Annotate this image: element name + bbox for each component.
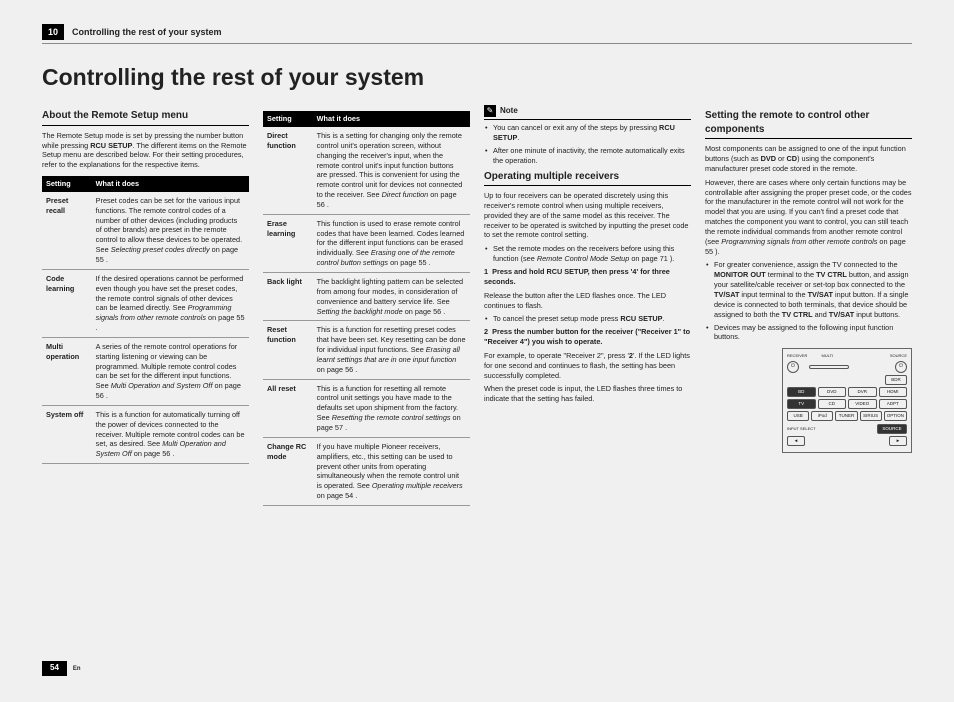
remote-btn: TV [787,399,816,409]
step-2: 2 Press the number button for the receiv… [484,327,691,347]
setting-desc: This is a function for resetting preset … [313,321,470,379]
remote-btn: ◄ [787,436,805,446]
remote-btn: CD [818,399,847,409]
setting-name: System off [42,405,92,463]
remote-label-multi: MULTI [821,353,833,358]
col4-bullets: For greater convenience, assign the TV c… [705,260,912,342]
list-item: You can cancel or exit any of the steps … [484,123,691,143]
page-footer: 54 En [42,661,81,676]
remote-btn-source: SOURCE [877,424,907,434]
settings-table-1: SettingWhat it does Preset recallPreset … [42,176,249,464]
th-setting: Setting [42,176,92,192]
p1: Most components can be assigned to one o… [705,144,912,174]
th-desc: What it does [313,111,470,127]
remote-btn: VIDEO [848,399,877,409]
page-title: Controlling the rest of your system [42,62,912,93]
remote-label-receiver: RECEIVER [787,353,807,358]
th-desc: What it does [92,176,249,192]
remote-btn: ► [889,436,907,446]
remote-btn: USB [787,411,809,421]
settings-table-2: SettingWhat it does Direct functionThis … [263,111,470,506]
multi-prereq: Set the remote modes on the receivers be… [484,244,691,264]
remote-btn [809,365,849,369]
setting-desc: This function is used to erase remote co… [313,214,470,272]
table-row: Preset recallPreset codes can be set for… [42,192,249,269]
section-multiple-receivers: Operating multiple receivers [484,170,691,187]
list-item: After one minute of inactivity, the remo… [484,146,691,166]
remote-diagram: RECEIVER MULTI SOURCE ⏻ ⏻ BDR BDDVDDVRHD… [782,348,912,453]
table-row: System offThis is a function for automat… [42,405,249,463]
section-about-remote: About the Remote Setup menu [42,109,249,126]
page-number: 54 [42,661,67,676]
remote-btn: BD [787,387,816,397]
setting-name: Multi operation [42,337,92,405]
column-2: SettingWhat it does Direct functionThis … [263,105,470,506]
column-3: ✎ Note You can cancel or exit any of the… [484,105,691,506]
remote-label-source: SOURCE [890,353,907,358]
chapter-title: Controlling the rest of your system [72,26,222,38]
table-row: Code learningIf the desired operations c… [42,269,249,337]
setting-name: Preset recall [42,192,92,269]
setting-desc: The backlight lighting pattern can be se… [313,273,470,321]
setting-desc: If the desired operations cannot be perf… [92,269,249,337]
table-row: Change RC modeIf you have multiple Pione… [263,437,470,505]
setting-name: Change RC mode [263,437,313,505]
setting-name: Back light [263,273,313,321]
setting-desc: If you have multiple Pioneer receivers, … [313,437,470,505]
setting-desc: A series of the remote control operation… [92,337,249,405]
step-1: 1 Press and hold RCU SETUP, then press '… [484,267,691,287]
setting-name: Direct function [263,127,313,214]
step-2-text: For example, to operate "Receiver 2", pr… [484,351,691,381]
about-intro: The Remote Setup mode is set by pressing… [42,131,249,170]
table-row: Reset functionThis is a function for res… [263,321,470,379]
remote-btn: OPTION [884,411,907,421]
remote-btn: TUNER [835,411,857,421]
step-1-text: Release the button after the LED flashes… [484,291,691,311]
remote-btn: iPod [811,411,833,421]
chapter-header: 10 Controlling the rest of your system [42,24,912,44]
remote-btn: SIRIUS [860,411,882,421]
section-setting-remote: Setting the remote to control other comp… [705,109,912,139]
content-columns: About the Remote Setup menu The Remote S… [42,105,912,506]
chapter-number: 10 [42,24,64,40]
list-item: Set the remote modes on the receivers be… [484,244,691,264]
step-1-bullet: To cancel the preset setup mode press RC… [484,314,691,324]
setting-name: All reset [263,379,313,437]
setting-desc: This is a setting for changing only the … [313,127,470,214]
list-item: To cancel the preset setup mode press RC… [484,314,691,324]
note-list: You can cancel or exit any of the steps … [484,123,691,165]
setting-name: Reset function [263,321,313,379]
setting-desc: This is a function for automatically tur… [92,405,249,463]
setting-desc: Preset codes can be set for the various … [92,192,249,269]
step-2-text2: When the preset code is input, the LED f… [484,384,691,404]
table-row: Multi operationA series of the remote co… [42,337,249,405]
setting-name: Erase learning [263,214,313,272]
note-label: Note [500,106,518,117]
th-setting: Setting [263,111,313,127]
p2: However, there are cases where only cert… [705,178,912,257]
column-1: About the Remote Setup menu The Remote S… [42,105,249,506]
list-item: Devices may be assigned to the following… [705,323,912,343]
table-row: Direct functionThis is a setting for cha… [263,127,470,214]
table-row: Back lightThe backlight lighting pattern… [263,273,470,321]
remote-btn-bdr: BDR [885,375,907,385]
column-4: Setting the remote to control other comp… [705,105,912,506]
note-header: ✎ Note [484,105,691,120]
power-icon: ⏻ [895,361,907,373]
page-lang: En [73,665,81,673]
remote-btn: HDMI [879,387,908,397]
setting-name: Code learning [42,269,92,337]
remote-btn: ADPT [879,399,908,409]
power-icon: ⏻ [787,361,799,373]
remote-btn: DVD [818,387,847,397]
multi-intro: Up to four receivers can be operated dis… [484,191,691,240]
table-row: All resetThis is a function for resettin… [263,379,470,437]
table-row: Erase learningThis function is used to e… [263,214,470,272]
remote-btn: DVR [848,387,877,397]
note-icon: ✎ [484,105,496,117]
list-item: For greater convenience, assign the TV c… [705,260,912,319]
remote-label-input: INPUT SELECT [787,426,816,431]
setting-desc: This is a function for resetting all rem… [313,379,470,437]
